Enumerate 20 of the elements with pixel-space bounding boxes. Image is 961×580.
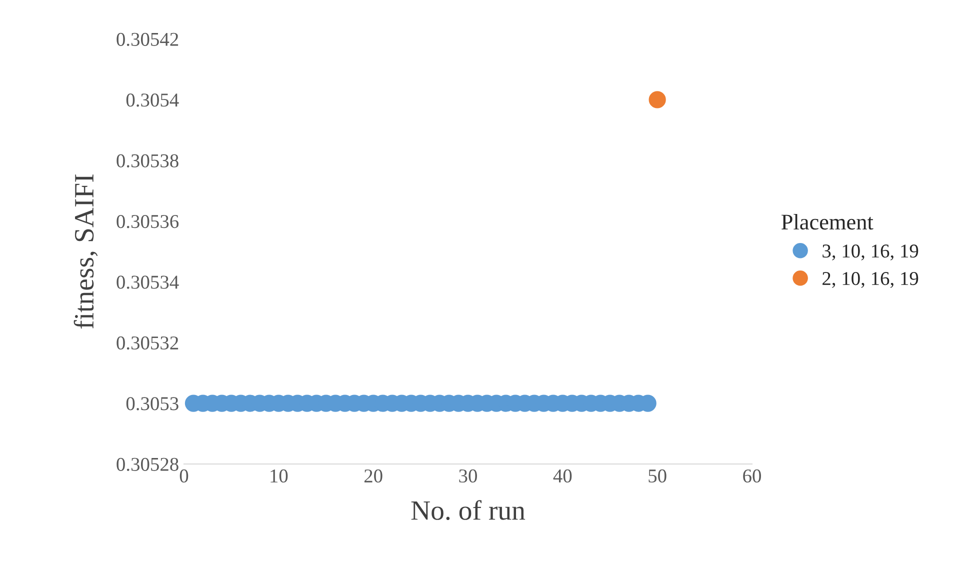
legend-label: 2, 10, 16, 19 (822, 272, 918, 288)
x-tick-label: 30 (459, 469, 477, 483)
x-tick-label: 0 (180, 469, 188, 483)
y-tick-label: 0.30542 (116, 32, 178, 46)
y-tick-label: 0.30538 (116, 154, 178, 168)
x-tick-label: 40 (553, 469, 572, 483)
x-axis-title: No. of run (411, 500, 526, 520)
y-axis-title: fitness, SAIFI (74, 174, 98, 329)
legend-label: 3, 10, 16, 19 (822, 244, 918, 260)
x-tick-label: 60 (743, 469, 761, 483)
legend-title: Placement (782, 214, 874, 230)
x-tick-label: 10 (270, 469, 288, 483)
y-tick-label: 0.3054 (126, 94, 179, 107)
x-tick-label: 50 (648, 469, 666, 483)
y-tick-label: 0.30536 (116, 214, 179, 228)
y-tick-label: 0.30528 (116, 458, 178, 472)
y-tick-label: 0.30532 (116, 336, 178, 350)
y-tick-label: 0.30534 (116, 276, 179, 289)
x-tick-label: 20 (364, 469, 382, 483)
y-tick-label: 0.3053 (126, 397, 178, 410)
